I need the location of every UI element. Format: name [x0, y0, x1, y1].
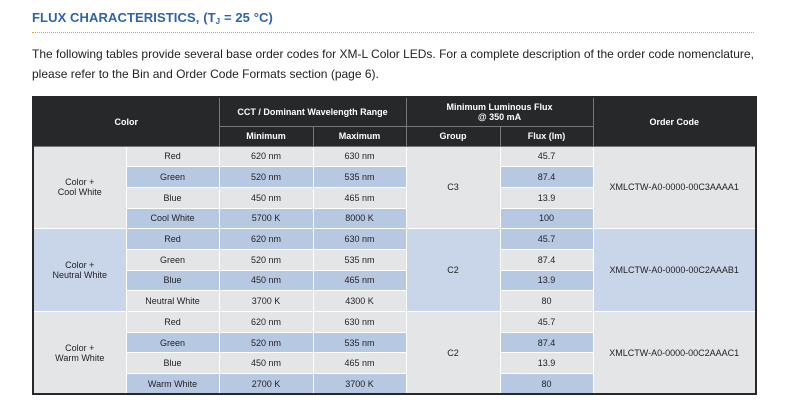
- row-maximum: 465 nm: [312, 269, 407, 292]
- group-code: C2: [405, 228, 501, 312]
- group-code: C3: [405, 145, 501, 230]
- row-maximum: 535 nm: [312, 331, 407, 354]
- row-maximum: 465 nm: [312, 186, 407, 209]
- row-color: Red: [125, 228, 220, 250]
- row-flux: 80: [499, 373, 594, 395]
- table-row: Warm White 2700 K 3700 K 80: [33, 373, 756, 395]
- row-minimum: 520 nm: [218, 248, 314, 271]
- group-cool-white: Color + Cool White Red 620 nm 630 nm C3 4…: [32, 145, 757, 230]
- group-name: Color + Cool White: [32, 145, 127, 230]
- row-minimum: 5700 K: [218, 207, 314, 230]
- header-order-code: Order Code: [592, 96, 757, 147]
- table-row: Color + Cool White Red 620 nm 630 nm C3 4…: [32, 145, 757, 230]
- order-code: XMLCTW-A0-0000-00C2AAAC1: [592, 311, 757, 395]
- row-flux: 80: [499, 290, 594, 312]
- row-maximum: 3700 K: [312, 373, 407, 395]
- table-row: Color + Warm White Red 620 nm 630 nm C2 4…: [32, 311, 757, 395]
- row-color: Red: [125, 145, 220, 168]
- row-flux: 45.7: [499, 311, 594, 333]
- row-flux: 100: [499, 207, 594, 230]
- header-maximum: Maximum: [312, 125, 407, 147]
- row-maximum: 535 nm: [312, 248, 407, 271]
- group-code: C2: [405, 311, 501, 395]
- row-minimum: 3700 K: [218, 290, 314, 312]
- row-color: Cool White: [125, 207, 220, 230]
- group-name: Color + Neutral White: [32, 228, 127, 312]
- row-flux: 87.4: [499, 248, 594, 271]
- row-maximum: 4300 K: [312, 290, 407, 312]
- group-neutral-white: Color + Neutral White Red 620 nm 630 nm C…: [32, 228, 757, 312]
- header-group: Group: [405, 125, 501, 147]
- header-min-flux: Minimum Luminous Flux @ 350 mA: [405, 96, 594, 127]
- row-minimum: 520 nm: [218, 331, 314, 354]
- row-maximum: 630 nm: [312, 311, 407, 333]
- group-warm-white: Color + Warm White Red 620 nm 630 nm C2 4…: [32, 311, 757, 395]
- row-maximum: 465 nm: [312, 352, 407, 375]
- row-minimum: 2700 K: [218, 373, 314, 395]
- row-flux: 45.7: [499, 145, 594, 168]
- order-code: XMLCTW-A0-0000-00C3AAAA1: [592, 145, 757, 230]
- group-name: Color + Warm White: [32, 311, 127, 395]
- row-minimum: 450 nm: [218, 186, 314, 209]
- row-minimum: 620 nm: [218, 311, 314, 333]
- row-flux: 87.4: [499, 166, 594, 188]
- header-minimum: Minimum: [218, 125, 314, 147]
- row-color: Green: [125, 331, 220, 354]
- row-minimum: 620 nm: [218, 145, 314, 168]
- row-minimum: 520 nm: [218, 166, 314, 188]
- header-cct: CCT / Dominant Wavelength Range: [218, 96, 407, 127]
- row-color: Blue: [125, 269, 220, 292]
- header-min-flux-sub: @ 350 mA: [477, 111, 522, 122]
- header-flux-lm: Flux (lm): [499, 125, 594, 147]
- row-maximum: 8000 K: [312, 207, 407, 230]
- row-flux: 13.9: [499, 269, 594, 292]
- row-maximum: 630 nm: [312, 228, 407, 250]
- intro-paragraph: The following tables provide several bas…: [32, 47, 754, 81]
- row-color: Blue: [125, 186, 220, 209]
- section-title: FLUX CHARACTERISTICS, (TJ = 25 °C): [32, 10, 273, 26]
- row-flux: 13.9: [499, 352, 594, 375]
- row-maximum: 535 nm: [312, 166, 407, 188]
- row-color: Green: [125, 248, 220, 271]
- row-color: Neutral White: [125, 290, 220, 312]
- order-code: XMLCTW-A0-0000-00C2AAAB1: [592, 228, 757, 312]
- row-color: Blue: [125, 352, 220, 375]
- row-flux: 45.7: [499, 228, 594, 250]
- flux-table: Color CCT / Dominant Wavelength Range Mi…: [32, 96, 757, 396]
- table-row: Green 520 nm 535 nm 87.4: [33, 248, 756, 271]
- table-row: Neutral White 3700 K 4300 K 80: [33, 290, 756, 312]
- table-row: Color + Neutral White Red 620 nm 630 nm C…: [32, 228, 757, 312]
- table-row: Blue 450 nm 465 nm 13.9: [33, 269, 756, 292]
- row-maximum: 630 nm: [312, 145, 407, 168]
- row-color: Red: [125, 311, 220, 333]
- header-color: Color: [32, 96, 220, 147]
- table-row: Blue 450 nm 465 nm 13.9: [33, 186, 756, 209]
- row-minimum: 620 nm: [218, 228, 314, 250]
- row-minimum: 450 nm: [218, 352, 314, 375]
- row-color: Warm White: [125, 373, 220, 395]
- row-flux: 13.9: [499, 186, 594, 209]
- row-flux: 87.4: [499, 331, 594, 354]
- table-row: Blue 450 nm 465 nm 13.9: [33, 352, 756, 375]
- row-color: Green: [125, 166, 220, 188]
- row-minimum: 450 nm: [218, 269, 314, 292]
- table-row: Cool White 5700 K 8000 K 100: [33, 207, 756, 230]
- header-min-flux-title: Minimum Luminous Flux: [446, 101, 553, 112]
- title-divider: [32, 32, 754, 33]
